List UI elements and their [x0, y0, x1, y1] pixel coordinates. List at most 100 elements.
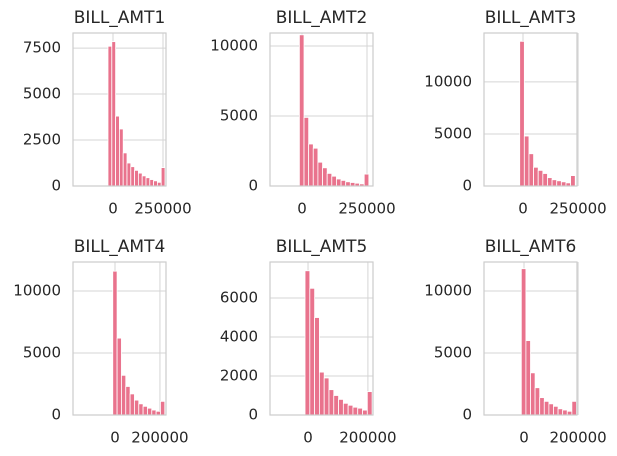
y-tick-label: 0 [462, 406, 472, 424]
bar [543, 400, 550, 416]
x-tick-label: 0 [110, 429, 120, 447]
y-tick-label: 10000 [424, 72, 472, 90]
bar [107, 45, 113, 187]
x-tick-label: 0 [518, 200, 528, 218]
bar [533, 166, 539, 187]
y-tick-label: 5000 [23, 344, 61, 362]
bar [149, 179, 155, 187]
bar [519, 40, 525, 187]
bar [314, 317, 320, 416]
bar [562, 409, 568, 416]
x-tick-label: 200000 [549, 429, 606, 447]
y-tick-label: 4000 [220, 328, 258, 346]
bar [560, 181, 567, 187]
bar [141, 175, 147, 187]
bar [570, 175, 576, 187]
bar [304, 270, 311, 416]
y-tick-label: 2500 [23, 131, 61, 149]
bar [530, 372, 536, 416]
axes-frame [269, 261, 374, 416]
bar [323, 377, 330, 416]
chart-title: BILL_AMT3 [485, 8, 577, 28]
y-tick-label: 0 [248, 177, 258, 195]
bar [340, 180, 347, 187]
bar [542, 173, 548, 187]
y-tick-label: 2000 [220, 367, 258, 385]
bar [137, 172, 143, 187]
bar [116, 337, 122, 416]
bar [537, 169, 544, 187]
bar [119, 128, 124, 187]
y-tick-label: 5000 [434, 124, 472, 142]
bar [553, 405, 559, 416]
bar [362, 409, 368, 416]
chart-title: BILL_AMT4 [74, 237, 166, 257]
bar [153, 180, 158, 187]
bar [347, 404, 354, 416]
bar [520, 268, 527, 416]
y-tick-label: 10000 [424, 282, 472, 300]
bar [342, 402, 349, 416]
bar [338, 399, 344, 416]
bar [547, 177, 553, 187]
bar [145, 177, 151, 187]
bar [556, 180, 562, 187]
bar [112, 270, 118, 416]
bar [333, 395, 339, 416]
axes-frame [269, 32, 374, 187]
bar [551, 179, 558, 187]
bar [298, 34, 305, 187]
bar [138, 403, 144, 416]
y-tick-label: 10000 [210, 37, 258, 55]
y-tick-label: 5000 [434, 344, 472, 362]
x-tick-label: 250000 [549, 200, 606, 218]
chart-title: BILL_AMT5 [276, 237, 368, 257]
x-tick-label: 200000 [339, 429, 396, 447]
bar [115, 115, 120, 187]
x-tick-label: 0 [297, 200, 307, 218]
bar [528, 153, 534, 187]
x-tick-label: 0 [303, 429, 313, 447]
bar [548, 403, 554, 416]
bar [319, 371, 325, 416]
bar [129, 393, 135, 416]
bar [160, 400, 166, 416]
bar [111, 41, 117, 187]
bar [326, 173, 333, 187]
bar [126, 162, 132, 187]
y-tick-label: 5000 [23, 85, 61, 103]
y-tick-label: 0 [462, 177, 472, 195]
x-tick-label: 200000 [131, 429, 188, 447]
bar [309, 287, 316, 416]
axes-frame [72, 261, 167, 416]
bar [160, 167, 166, 187]
y-tick-label: 5000 [220, 107, 258, 125]
y-tick-label: 6000 [220, 289, 258, 307]
bar [122, 152, 128, 187]
y-tick-label: 7500 [23, 39, 61, 57]
bar [151, 409, 157, 416]
bar [352, 406, 359, 416]
bar [317, 161, 323, 187]
axes-frame [483, 261, 578, 416]
x-tick-label: 250000 [134, 200, 191, 218]
bar [539, 397, 545, 416]
y-tick-label: 10000 [13, 282, 61, 300]
x-tick-label: 250000 [338, 200, 395, 218]
bar [525, 340, 531, 416]
y-tick-label: 0 [51, 406, 61, 424]
bar [308, 143, 314, 187]
bar [134, 399, 140, 416]
chart-title: BILL_AMT6 [485, 237, 577, 257]
bar [142, 405, 148, 416]
bar [303, 117, 310, 187]
bar [130, 166, 136, 187]
bar [147, 407, 153, 416]
bar [328, 389, 335, 416]
y-tick-label: 0 [51, 177, 61, 195]
bar [312, 147, 319, 187]
bar [331, 175, 337, 187]
bar [134, 169, 139, 187]
chart-title: BILL_AMT2 [276, 8, 368, 28]
